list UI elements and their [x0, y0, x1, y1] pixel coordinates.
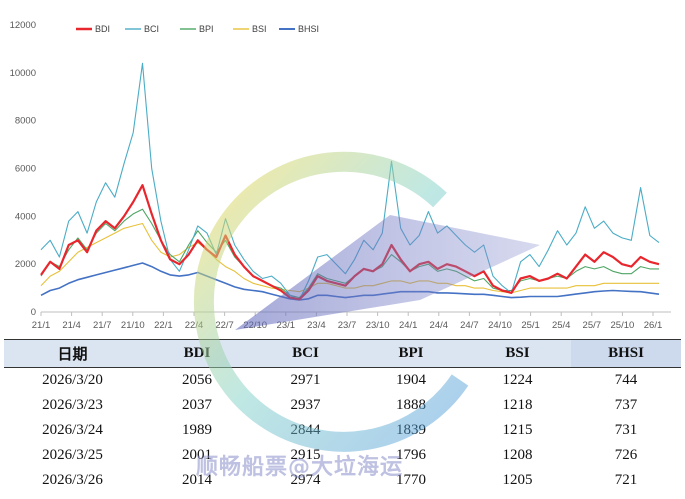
- x-tick-label: 24/7: [460, 320, 479, 331]
- table-cell: 1215: [502, 422, 533, 438]
- x-axis: 21/1 21/4 21/7 21/10 22/1 22/4 22/7 22/10 23/1 23…: [32, 312, 663, 331]
- series-line-bsi: [40, 222, 659, 294]
- table-cell: 1796: [396, 447, 426, 463]
- table-row: 2026/3/20 2056 2971 1904 1224 744: [4, 368, 681, 394]
- col-header-bci: BCI: [253, 339, 358, 368]
- col-header-date: 日期: [4, 339, 141, 368]
- legend-label: BDI: [95, 24, 110, 34]
- x-tick-label: 21/4: [62, 320, 81, 331]
- table-cell: 2001: [182, 447, 212, 463]
- x-tick-label: 24/10: [488, 320, 512, 331]
- y-tick-label: 2000: [15, 259, 36, 270]
- series-line-bdi: [40, 184, 660, 301]
- x-tick-label: 23/4: [307, 320, 326, 331]
- table-cell: 2056: [182, 372, 212, 388]
- x-tick-label: 22/10: [243, 320, 267, 331]
- x-tick-label: 21/10: [121, 320, 145, 331]
- chart-series: [40, 62, 660, 301]
- x-tick-label: 21/1: [32, 320, 51, 331]
- table-cell: 1888: [396, 397, 426, 413]
- y-tick-label: 8000: [15, 116, 36, 127]
- table-cell: 1218: [502, 397, 533, 413]
- table-cell: 2915: [290, 447, 321, 463]
- legend-label: BHSI: [298, 24, 319, 34]
- x-tick-label: 23/10: [366, 320, 390, 331]
- x-tick-label: 22/4: [185, 320, 204, 331]
- table-cell: 1989: [182, 422, 212, 438]
- table-cell: 2026/3/23: [42, 397, 103, 413]
- index-table: 日期 BDI BCI BPI BSI BHSI 2026/3/20 2056 2…: [4, 339, 681, 493]
- table-cell: 2844: [290, 422, 321, 438]
- legend-label: BCI: [144, 24, 159, 34]
- table-row: 2026/3/24 1989 2844 1839 1215 731: [4, 418, 681, 443]
- table-cell: 2037: [182, 397, 212, 413]
- table-cell: 744: [614, 372, 638, 388]
- line-chart: 0 2000 4000 6000 8000 10000 12000 21/1 21/4 21/7…: [10, 20, 671, 331]
- legend-label: BPI: [199, 24, 214, 34]
- y-tick-label: 10000: [10, 68, 36, 79]
- table-cell: 721: [614, 472, 638, 488]
- table-cell: 1205: [502, 472, 533, 488]
- table-cell: 2026/3/20: [42, 372, 103, 388]
- y-tick-label: 4000: [15, 211, 36, 222]
- x-tick-label: 24/1: [399, 320, 418, 331]
- y-tick-label: 0: [31, 307, 36, 318]
- table-row: 2026/3/25 2001 2915 1796 1208 726: [4, 443, 681, 468]
- table-row: 2026/3/26 2014 2974 1770 1205 721: [4, 468, 681, 493]
- x-tick-label: 23/7: [338, 320, 357, 331]
- table-cell: 2971: [290, 372, 321, 388]
- table-cell: 737: [614, 397, 638, 413]
- table-cell: 1770: [396, 472, 426, 488]
- table-cell: 1904: [396, 372, 426, 388]
- col-header-bpi: BPI: [358, 339, 464, 368]
- legend-label: BSI: [252, 24, 267, 34]
- table-cell: 2026/3/25: [42, 447, 103, 463]
- x-tick-label: 25/7: [583, 320, 602, 331]
- x-tick-label: 25/1: [521, 320, 540, 331]
- x-tick-label: 21/7: [93, 320, 112, 331]
- table-cell: 2026/3/24: [42, 422, 103, 438]
- table-cell: 2974: [290, 472, 321, 488]
- table-cell: 1208: [502, 447, 533, 463]
- x-tick-label: 22/7: [215, 320, 234, 331]
- col-header-bsi: BSI: [464, 339, 571, 368]
- table-cell: 731: [614, 422, 638, 438]
- x-tick-label: 25/4: [552, 320, 571, 331]
- x-tick-label: 26/1: [644, 320, 663, 331]
- x-tick-label: 25/10: [611, 320, 635, 331]
- table-cell: 2937: [290, 397, 321, 413]
- table-cell: 2014: [182, 472, 212, 488]
- y-tick-label: 12000: [10, 20, 36, 31]
- y-tick-label: 6000: [15, 164, 36, 175]
- series-line-bpi: [40, 208, 659, 299]
- col-header-bdi: BDI: [141, 339, 253, 368]
- x-tick-label: 24/4: [430, 320, 449, 331]
- table-cell: 1839: [396, 422, 426, 438]
- x-tick-label: 23/1: [277, 320, 296, 331]
- table-header-row: 日期 BDI BCI BPI BSI BHSI: [4, 339, 681, 368]
- table-row: 2026/3/23 2037 2937 1888 1218 737: [4, 393, 681, 418]
- table-cell: 2026/3/26: [42, 472, 103, 488]
- table-cell: 1224: [502, 372, 533, 388]
- col-header-bhsi: BHSI: [571, 339, 681, 368]
- x-tick-label: 22/1: [154, 320, 173, 331]
- table-cell: 726: [614, 447, 638, 463]
- chart-legend: BDI BCI BPI BSI BHSI: [76, 24, 319, 34]
